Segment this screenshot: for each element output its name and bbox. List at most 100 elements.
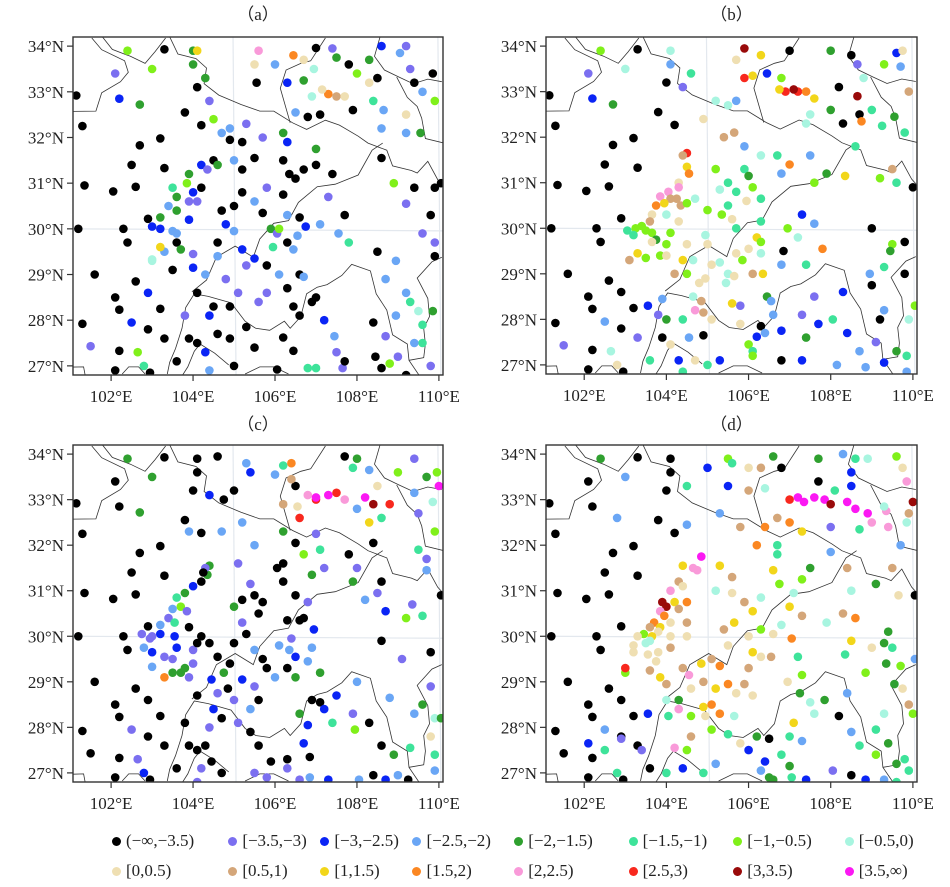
station-point bbox=[908, 183, 917, 192]
station-point bbox=[311, 43, 321, 53]
province-border bbox=[753, 37, 800, 123]
station-point bbox=[608, 140, 618, 150]
y-tick-label: 34°N bbox=[28, 37, 64, 56]
station-point bbox=[703, 239, 712, 249]
y-tick-label: 33°N bbox=[501, 83, 537, 102]
legend-swatch bbox=[628, 866, 638, 876]
station-point bbox=[699, 114, 708, 124]
station-point bbox=[600, 160, 610, 169]
station-point bbox=[842, 497, 852, 507]
legend-swatch bbox=[514, 866, 524, 876]
station-point bbox=[801, 119, 811, 128]
station-point bbox=[840, 171, 850, 181]
station-point bbox=[160, 163, 169, 173]
grid-line-30n bbox=[546, 635, 917, 639]
station-point bbox=[723, 481, 733, 491]
station-point bbox=[135, 141, 145, 150]
station-point bbox=[584, 292, 593, 301]
station-point bbox=[147, 64, 157, 74]
station-point bbox=[660, 611, 669, 621]
station-point bbox=[225, 302, 235, 311]
station-point bbox=[756, 625, 766, 634]
station-point bbox=[900, 754, 909, 764]
station-point bbox=[703, 463, 712, 473]
station-point bbox=[641, 226, 651, 235]
station-point bbox=[740, 164, 749, 174]
station-point bbox=[756, 217, 766, 226]
station-point bbox=[110, 773, 120, 782]
station-point bbox=[432, 468, 442, 477]
station-point bbox=[168, 604, 177, 614]
station-point bbox=[805, 151, 815, 160]
station-point bbox=[694, 278, 704, 288]
station-point bbox=[618, 367, 628, 374]
station-point bbox=[785, 518, 794, 527]
station-point bbox=[209, 114, 218, 124]
station-point bbox=[820, 695, 829, 705]
station-point bbox=[401, 110, 411, 119]
station-point bbox=[621, 64, 630, 74]
station-point bbox=[686, 711, 696, 721]
station-point bbox=[192, 777, 202, 782]
station-point bbox=[674, 183, 683, 192]
station-point bbox=[793, 233, 803, 242]
station-point bbox=[229, 156, 239, 165]
station-point bbox=[213, 652, 222, 662]
station-point bbox=[604, 182, 614, 191]
station-point bbox=[426, 682, 436, 691]
station-point bbox=[295, 775, 304, 782]
station-point bbox=[205, 723, 214, 732]
station-point bbox=[797, 310, 807, 320]
station-point bbox=[338, 363, 347, 373]
station-point bbox=[352, 504, 362, 514]
station-point bbox=[250, 682, 259, 691]
legend-item: [0,0.5) bbox=[112, 861, 228, 881]
station-point bbox=[551, 726, 560, 736]
station-points bbox=[546, 44, 917, 374]
station-point bbox=[697, 659, 706, 668]
x-tick-label: 102°E bbox=[563, 386, 606, 405]
station-point bbox=[246, 704, 255, 714]
station-points bbox=[73, 41, 443, 375]
station-point bbox=[254, 741, 263, 750]
station-point bbox=[688, 292, 698, 301]
station-point bbox=[801, 775, 811, 782]
station-point bbox=[201, 73, 210, 83]
station-point bbox=[115, 712, 124, 722]
station-point bbox=[90, 270, 99, 279]
station-point bbox=[205, 490, 214, 500]
station-point bbox=[237, 245, 247, 254]
station-point bbox=[164, 201, 173, 211]
station-point bbox=[879, 262, 889, 272]
station-point bbox=[217, 206, 226, 215]
station-point bbox=[715, 509, 725, 518]
station-point bbox=[192, 288, 202, 298]
x-tick-label: 106°E bbox=[254, 794, 297, 813]
station-point bbox=[219, 495, 229, 504]
station-point bbox=[254, 609, 263, 618]
station-point bbox=[237, 518, 247, 527]
province-border bbox=[166, 263, 420, 375]
station-point bbox=[237, 595, 247, 605]
province-border bbox=[73, 37, 129, 112]
station-point bbox=[344, 60, 354, 69]
station-point bbox=[664, 187, 673, 197]
legend-item: [−1,−0.5) bbox=[733, 831, 844, 851]
station-point bbox=[678, 581, 688, 591]
station-point bbox=[826, 522, 835, 532]
station-point bbox=[242, 322, 251, 332]
station-point bbox=[900, 128, 909, 137]
station-point bbox=[229, 695, 239, 705]
station-point bbox=[871, 750, 881, 759]
station-point bbox=[838, 119, 848, 128]
station-point bbox=[184, 334, 194, 343]
station-point bbox=[633, 571, 642, 580]
station-point bbox=[727, 214, 737, 224]
station-point bbox=[789, 85, 798, 94]
station-point bbox=[188, 659, 198, 668]
station-point bbox=[655, 673, 665, 682]
station-point bbox=[131, 684, 140, 693]
station-point bbox=[426, 210, 436, 220]
station-point bbox=[892, 452, 901, 461]
